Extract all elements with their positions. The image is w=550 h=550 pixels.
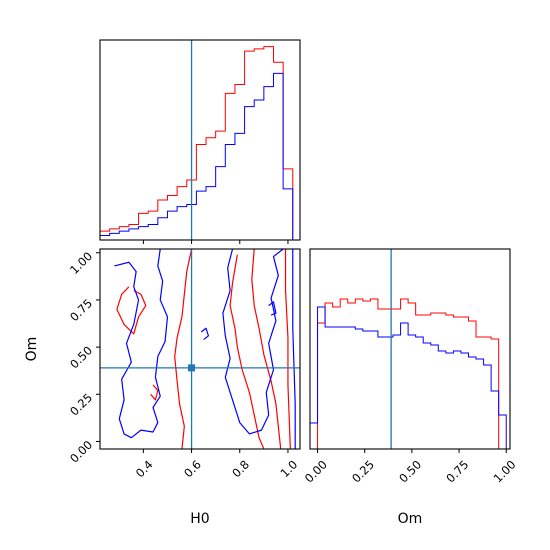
hist-H0-frame: [99, 39, 301, 241]
contour-y-tick-label-3: 0.75: [67, 296, 95, 324]
contour-ylabel: Om: [24, 337, 40, 362]
contour-blue-1: [222, 249, 284, 435]
contour-xlabel: H0: [190, 511, 209, 527]
contour-red-3: [251, 249, 282, 449]
hist-Om-x-tick-label-4: 1.00: [491, 457, 519, 485]
contour-x-tick-label-2: 0.8: [229, 457, 252, 480]
hist-H0-panel: [99, 39, 301, 244]
hist-Om-series-red: [310, 298, 507, 449]
contour-x-tick-label-0: 0.4: [133, 457, 156, 480]
contour-x-tick-label-1: 0.6: [181, 457, 204, 480]
hist-H0-series-red: [100, 46, 294, 240]
contour-H0-Om-panel: 0.4 0.6 0.8 1.0 0.00 0.25 0.50 0.75 1.00 H0 Om: [24, 248, 301, 527]
hist-Om-plot-area: [310, 249, 507, 449]
hist-Om-x-tick-label-1: 0.25: [349, 457, 377, 485]
contour-x-tick-label-3: 1.0: [277, 457, 300, 480]
hist-Om-xlabel: Om: [398, 511, 423, 527]
contour-plot-area: [100, 249, 300, 449]
contour-red-0: [174, 249, 193, 449]
contour-y-tick-label-4: 1.00: [67, 249, 95, 277]
hist-H0-plot-area: [100, 40, 294, 240]
contour-red-2: [229, 254, 265, 449]
hist-Om-frame: [309, 248, 511, 450]
contour-y-tick-label-0: 0.00: [67, 438, 95, 466]
contour-blue-3: [200, 327, 210, 341]
hist-Om-x-tick-label-0: 0.00: [302, 457, 330, 485]
hist-Om-x-tick-label-3: 0.75: [443, 457, 471, 485]
contour-truth-marker: [188, 364, 196, 372]
hist-H0-series-blue: [100, 72, 294, 240]
hist-Om-series-blue: [310, 306, 507, 449]
contour-y-tick-label-2: 0.50: [67, 343, 95, 371]
contour-red-5: [150, 384, 159, 401]
contour-frame: [99, 248, 301, 450]
contour-blue-4: [268, 301, 277, 316]
hist-Om-panel: 0.00 0.25 0.50 0.75 1.00 Om: [302, 248, 519, 527]
contour-blue-0: [114, 249, 169, 439]
contour-red-4: [284, 249, 291, 449]
contour-red-1: [116, 286, 147, 335]
contour-y-tick-label-1: 0.25: [67, 391, 95, 419]
contour-blue-2: [292, 249, 296, 449]
hist-Om-x-tick-label-2: 0.50: [396, 457, 424, 485]
